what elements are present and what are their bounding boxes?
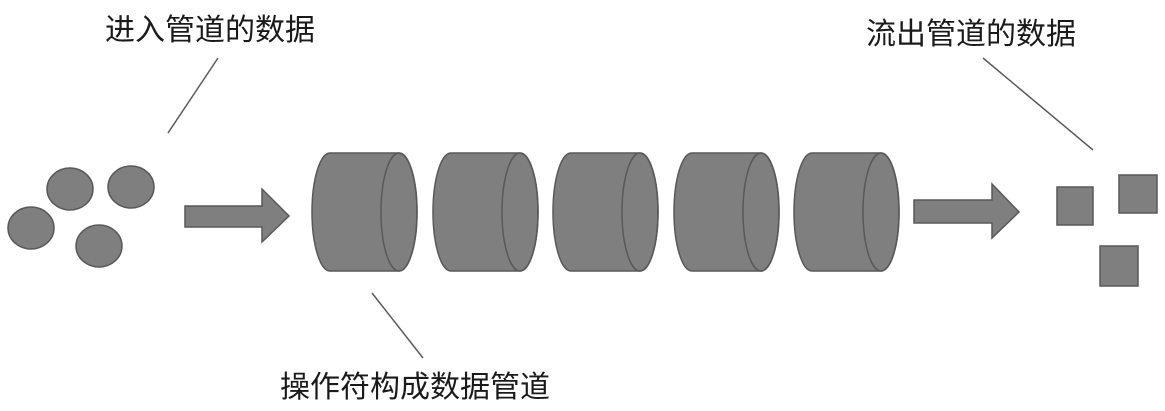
pipeline-operator-cylinder — [432, 152, 539, 272]
output-arrow — [913, 182, 1021, 240]
output-leader-line — [982, 57, 1094, 151]
pipeline-operators — [311, 152, 900, 272]
input-data-item — [46, 167, 94, 211]
input-leader-line — [167, 57, 219, 134]
input-data-item — [75, 224, 123, 268]
pipeline-operator-cylinder — [552, 152, 659, 272]
input-data-item — [7, 206, 55, 250]
pipeline-operator-cylinder — [673, 152, 780, 272]
pipeline-label: 操作符构成数据管道 — [280, 370, 550, 405]
pipeline-operator-cylinder — [793, 152, 900, 272]
output-data-items — [1056, 174, 1158, 287]
pipeline-operator-cylinder — [311, 152, 418, 272]
input-data-label: 进入管道的数据 — [105, 13, 315, 48]
output-data-item — [1056, 186, 1094, 226]
input-data-items — [7, 165, 155, 268]
output-data-item — [1099, 245, 1139, 287]
output-data-label: 流出管道的数据 — [866, 17, 1076, 52]
input-data-item — [107, 165, 155, 209]
output-data-item — [1118, 174, 1158, 214]
input-arrow — [184, 187, 291, 244]
pipeline-leader-line — [371, 292, 424, 359]
